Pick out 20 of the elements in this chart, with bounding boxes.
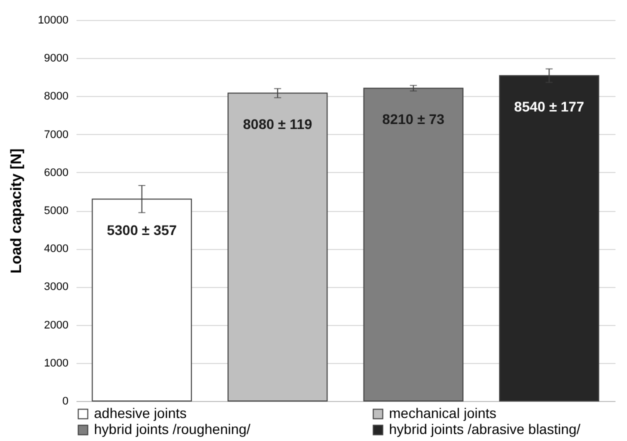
y-axis-title: Load capacity [N]	[8, 148, 25, 274]
data-label: 5300 ± 357	[106, 222, 178, 238]
y-tick-label: 2000	[44, 319, 68, 332]
data-label: 8210 ± 73	[382, 111, 445, 128]
y-tick-label: 0	[62, 396, 68, 408]
data-label: 8540 ± 177	[514, 98, 584, 115]
y-tick-label: 3000	[44, 281, 68, 294]
y-tick-label: 8000	[44, 90, 68, 103]
legend-label: mechanical joints	[389, 405, 496, 421]
legend-label: adhesive joints	[94, 405, 187, 421]
y-tick-label: 4000	[44, 243, 68, 256]
y-tick-label: 6000	[44, 166, 68, 179]
legend-label: hybrid joints /roughening/	[94, 421, 251, 437]
legend-label: hybrid joints /abrasive blasting/	[389, 421, 581, 437]
y-tick-label: 5000	[44, 205, 68, 217]
y-tick-label: 1000	[44, 357, 68, 370]
data-label: 8080 ± 119	[243, 116, 312, 132]
y-tick-label: 10000	[38, 14, 68, 26]
y-tick-label: 9000	[44, 52, 68, 65]
y-tick-label: 7000	[44, 128, 68, 141]
